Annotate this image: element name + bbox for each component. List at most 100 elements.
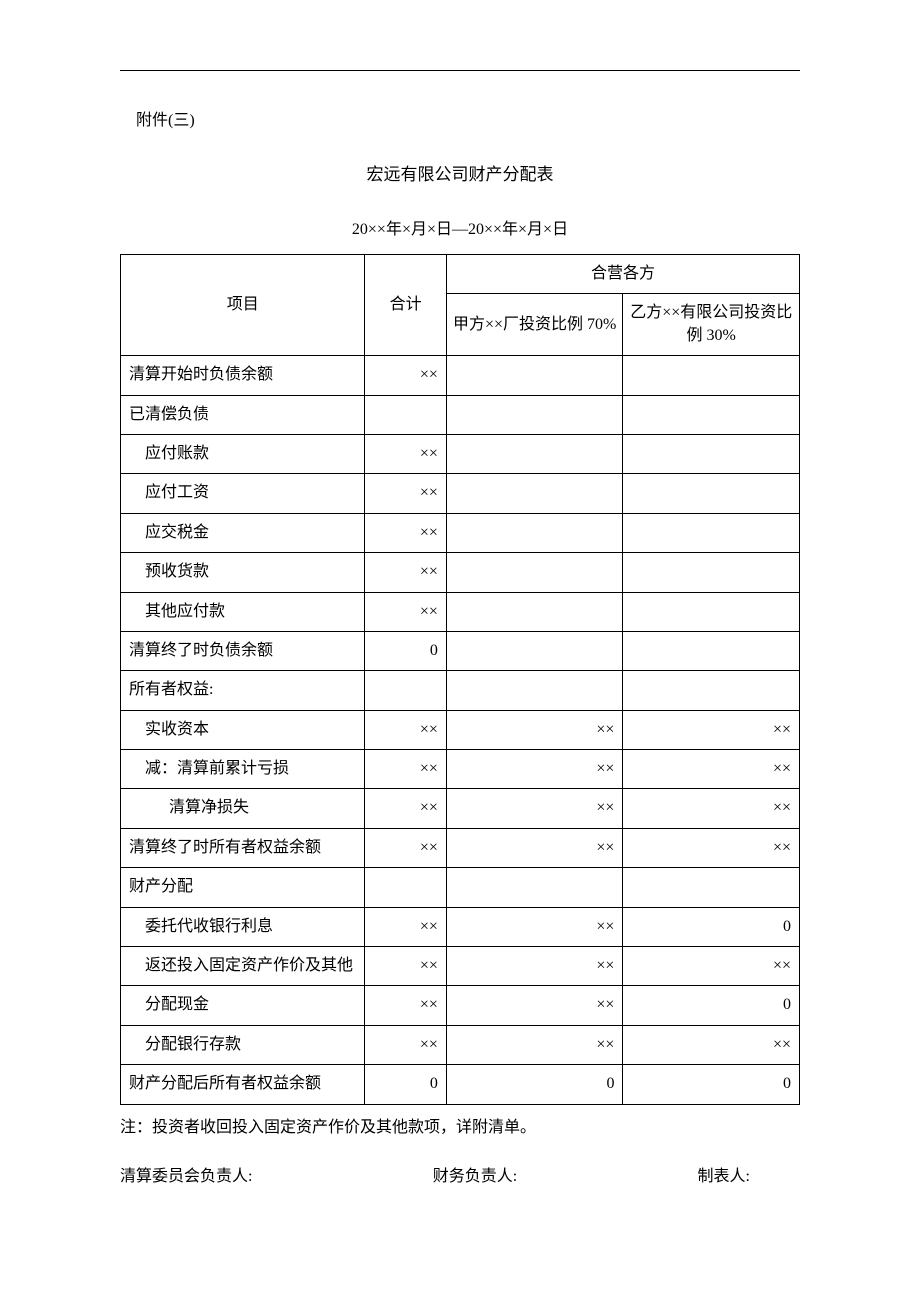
row-party-b: 0: [623, 1065, 800, 1104]
table-row: 预收货款××: [121, 553, 800, 592]
header-item: 项目: [121, 255, 365, 356]
row-party-a: ××: [446, 828, 623, 867]
table-header-row-1: 项目 合计 合营各方: [121, 255, 800, 294]
row-label: 返还投入固定资产作价及其他: [121, 947, 365, 986]
row-party-b: 0: [623, 986, 800, 1025]
row-label: 清算终了时负债余额: [121, 631, 365, 670]
table-row: 应付账款××: [121, 434, 800, 473]
row-total: ××: [365, 986, 446, 1025]
row-total: 0: [365, 1065, 446, 1104]
row-label: 委托代收银行利息: [121, 907, 365, 946]
row-total: ××: [365, 789, 446, 828]
row-party-b: ××: [623, 947, 800, 986]
row-party-b: ××: [623, 1025, 800, 1064]
row-total: ××: [365, 947, 446, 986]
row-party-a: [446, 513, 623, 552]
row-label: 减：清算前累计亏损: [121, 750, 365, 789]
row-party-a: 0: [446, 1065, 623, 1104]
row-label: 清算终了时所有者权益余额: [121, 828, 365, 867]
table-row: 所有者权益:: [121, 671, 800, 710]
row-party-a: ××: [446, 750, 623, 789]
row-label: 财产分配: [121, 868, 365, 907]
row-party-b: [623, 631, 800, 670]
table-row: 财产分配后所有者权益余额000: [121, 1065, 800, 1104]
header-party-a: 甲方××厂投资比例 70%: [446, 294, 623, 356]
row-total: ××: [365, 828, 446, 867]
document-title: 宏远有限公司财产分配表: [120, 160, 800, 185]
table-row: 清算净损失××××××: [121, 789, 800, 828]
row-label: 分配现金: [121, 986, 365, 1025]
row-party-b: [623, 671, 800, 710]
signature-finance-head: 财务负责人:: [433, 1162, 517, 1186]
row-party-a: [446, 395, 623, 434]
row-party-b: [623, 592, 800, 631]
row-party-a: ××: [446, 907, 623, 946]
row-label: 所有者权益:: [121, 671, 365, 710]
row-total: [365, 395, 446, 434]
date-range: 20××年×月×日—20××年×月×日: [120, 215, 800, 239]
table-row: 财产分配: [121, 868, 800, 907]
document-page: 附件(三) 宏远有限公司财产分配表 20××年×月×日—20××年×月×日 项目…: [0, 0, 920, 1246]
row-label: 财产分配后所有者权益余额: [121, 1065, 365, 1104]
table-row: 应交税金××: [121, 513, 800, 552]
row-party-a: ××: [446, 1025, 623, 1064]
property-distribution-table: 项目 合计 合营各方 甲方××厂投资比例 70% 乙方××有限公司投资比例 30…: [120, 254, 800, 1105]
signatures-row: 清算委员会负责人: 财务负责人: 制表人:: [120, 1162, 800, 1186]
row-party-b: [623, 474, 800, 513]
row-total: ××: [365, 907, 446, 946]
signature-preparer: 制表人:: [698, 1162, 750, 1186]
row-party-b: ××: [623, 710, 800, 749]
table-body: 清算开始时负债余额××已清偿负债应付账款××应付工资××应交税金××预收货款××…: [121, 356, 800, 1104]
row-party-a: [446, 868, 623, 907]
table-row: 清算开始时负债余额××: [121, 356, 800, 395]
row-total: ××: [365, 474, 446, 513]
row-party-b: ××: [623, 828, 800, 867]
row-total: [365, 671, 446, 710]
row-party-b: [623, 395, 800, 434]
row-label: 应交税金: [121, 513, 365, 552]
row-label: 清算净损失: [121, 789, 365, 828]
table-row: 委托代收银行利息××××0: [121, 907, 800, 946]
row-label: 已清偿负债: [121, 395, 365, 434]
header-total: 合计: [365, 255, 446, 356]
row-party-b: [623, 513, 800, 552]
table-note: 注：投资者收回投入固定资产作价及其他款项，详附清单。: [120, 1113, 800, 1137]
row-party-a: [446, 356, 623, 395]
row-total: ××: [365, 1025, 446, 1064]
row-party-a: [446, 434, 623, 473]
row-party-a: ××: [446, 986, 623, 1025]
table-row: 减：清算前累计亏损××××××: [121, 750, 800, 789]
table-row: 已清偿负债: [121, 395, 800, 434]
row-party-b: [623, 868, 800, 907]
row-party-a: ××: [446, 789, 623, 828]
header-parties-group: 合营各方: [446, 255, 799, 294]
row-label: 实收资本: [121, 710, 365, 749]
table-row: 返还投入固定资产作价及其他××××××: [121, 947, 800, 986]
attachment-label: 附件(三): [136, 106, 800, 130]
signature-committee-head: 清算委员会负责人:: [120, 1162, 252, 1186]
row-total: ××: [365, 710, 446, 749]
row-party-a: ××: [446, 947, 623, 986]
row-total: 0: [365, 631, 446, 670]
row-label: 应付工资: [121, 474, 365, 513]
row-party-b: ××: [623, 789, 800, 828]
table-row: 清算终了时所有者权益余额××××××: [121, 828, 800, 867]
row-total: ××: [365, 513, 446, 552]
row-label: 分配银行存款: [121, 1025, 365, 1064]
row-total: ××: [365, 553, 446, 592]
row-party-a: [446, 631, 623, 670]
row-label: 应付账款: [121, 434, 365, 473]
row-label: 其他应付款: [121, 592, 365, 631]
row-total: ××: [365, 434, 446, 473]
row-party-a: ××: [446, 710, 623, 749]
row-party-b: ××: [623, 750, 800, 789]
table-row: 实收资本××××××: [121, 710, 800, 749]
row-label: 预收货款: [121, 553, 365, 592]
table-row: 分配银行存款××××××: [121, 1025, 800, 1064]
table-row: 清算终了时负债余额0: [121, 631, 800, 670]
row-party-b: [623, 553, 800, 592]
row-party-a: [446, 592, 623, 631]
row-label: 清算开始时负债余额: [121, 356, 365, 395]
table-row: 应付工资××: [121, 474, 800, 513]
top-separator: [120, 70, 800, 71]
